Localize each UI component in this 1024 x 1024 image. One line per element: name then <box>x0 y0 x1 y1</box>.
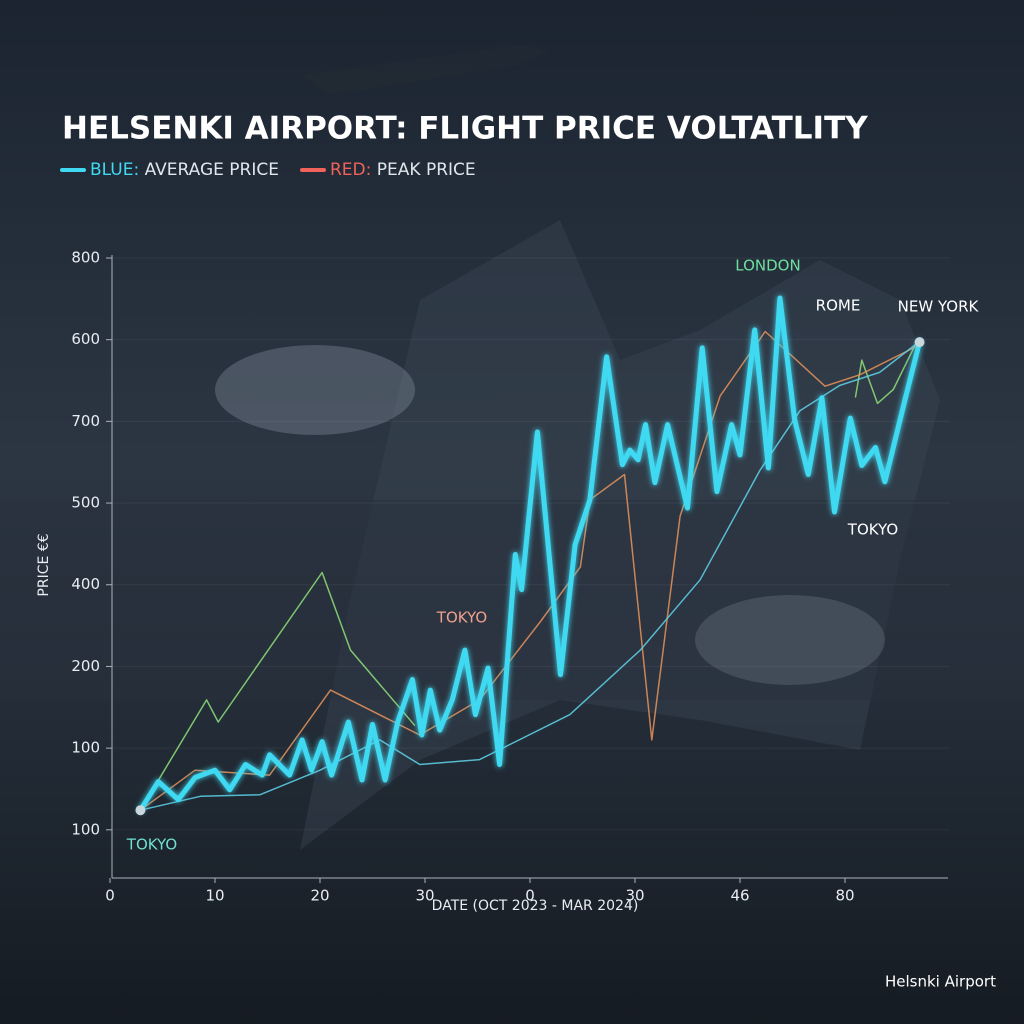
legend-key: RED: <box>330 160 371 180</box>
legend-key: BLUE: <box>90 160 139 180</box>
point <box>914 337 925 348</box>
y-tick-label: 200 <box>71 657 100 675</box>
annotation: TOKYO <box>847 521 898 539</box>
watermark: Helsnki Airport <box>885 973 996 991</box>
legend: BLUE: AVERAGE PRICE RED: PEAK PRICE <box>60 160 476 180</box>
series-line <box>139 343 917 811</box>
cloud <box>695 595 885 685</box>
x-tick-label: 0 <box>525 887 535 905</box>
x-tick-label: 20 <box>310 887 329 905</box>
legend-label: BLUE: AVERAGE PRICE <box>90 160 279 180</box>
legend-text: PEAK PRICE <box>371 160 475 180</box>
annotation: LONDON <box>735 257 800 275</box>
legend-label: RED: PEAK PRICE <box>330 160 476 180</box>
series-line <box>139 343 917 811</box>
x-tick-label: 30 <box>415 887 434 905</box>
annotation: ROME <box>816 297 861 315</box>
chart-title: HELSENKI AIRPORT: FLIGHT PRICE VOLTATLIT… <box>62 111 868 147</box>
annotation: NEW YORK <box>898 298 980 316</box>
point <box>135 805 146 816</box>
annotation: TOKYO <box>126 836 177 854</box>
x-axis-label: DATE (OCT 2023 - MAR 2024) <box>432 898 639 914</box>
y-tick-label: 800 <box>71 249 100 267</box>
y-tick-label: 100 <box>71 739 100 757</box>
x-tick-label: 10 <box>205 887 224 905</box>
y-axis-label: PRICE €€ <box>36 533 52 596</box>
plane-silhouette <box>300 45 550 95</box>
series-line <box>137 295 922 813</box>
x-tick-label: 46 <box>730 887 749 905</box>
annotation: TOKYO <box>436 609 487 627</box>
y-tick-label: 400 <box>71 575 100 593</box>
x-tick-label: 0 <box>105 887 115 905</box>
y-tick-label: 700 <box>71 412 100 430</box>
legend-text: AVERAGE PRICE <box>139 160 279 180</box>
y-tick-label: 600 <box>71 330 100 348</box>
cloud <box>215 345 415 435</box>
x-tick-label: 30 <box>625 887 644 905</box>
y-tick-label: 100 <box>71 820 100 838</box>
y-tick-label: 500 <box>71 494 100 512</box>
x-tick-label: 80 <box>835 887 854 905</box>
